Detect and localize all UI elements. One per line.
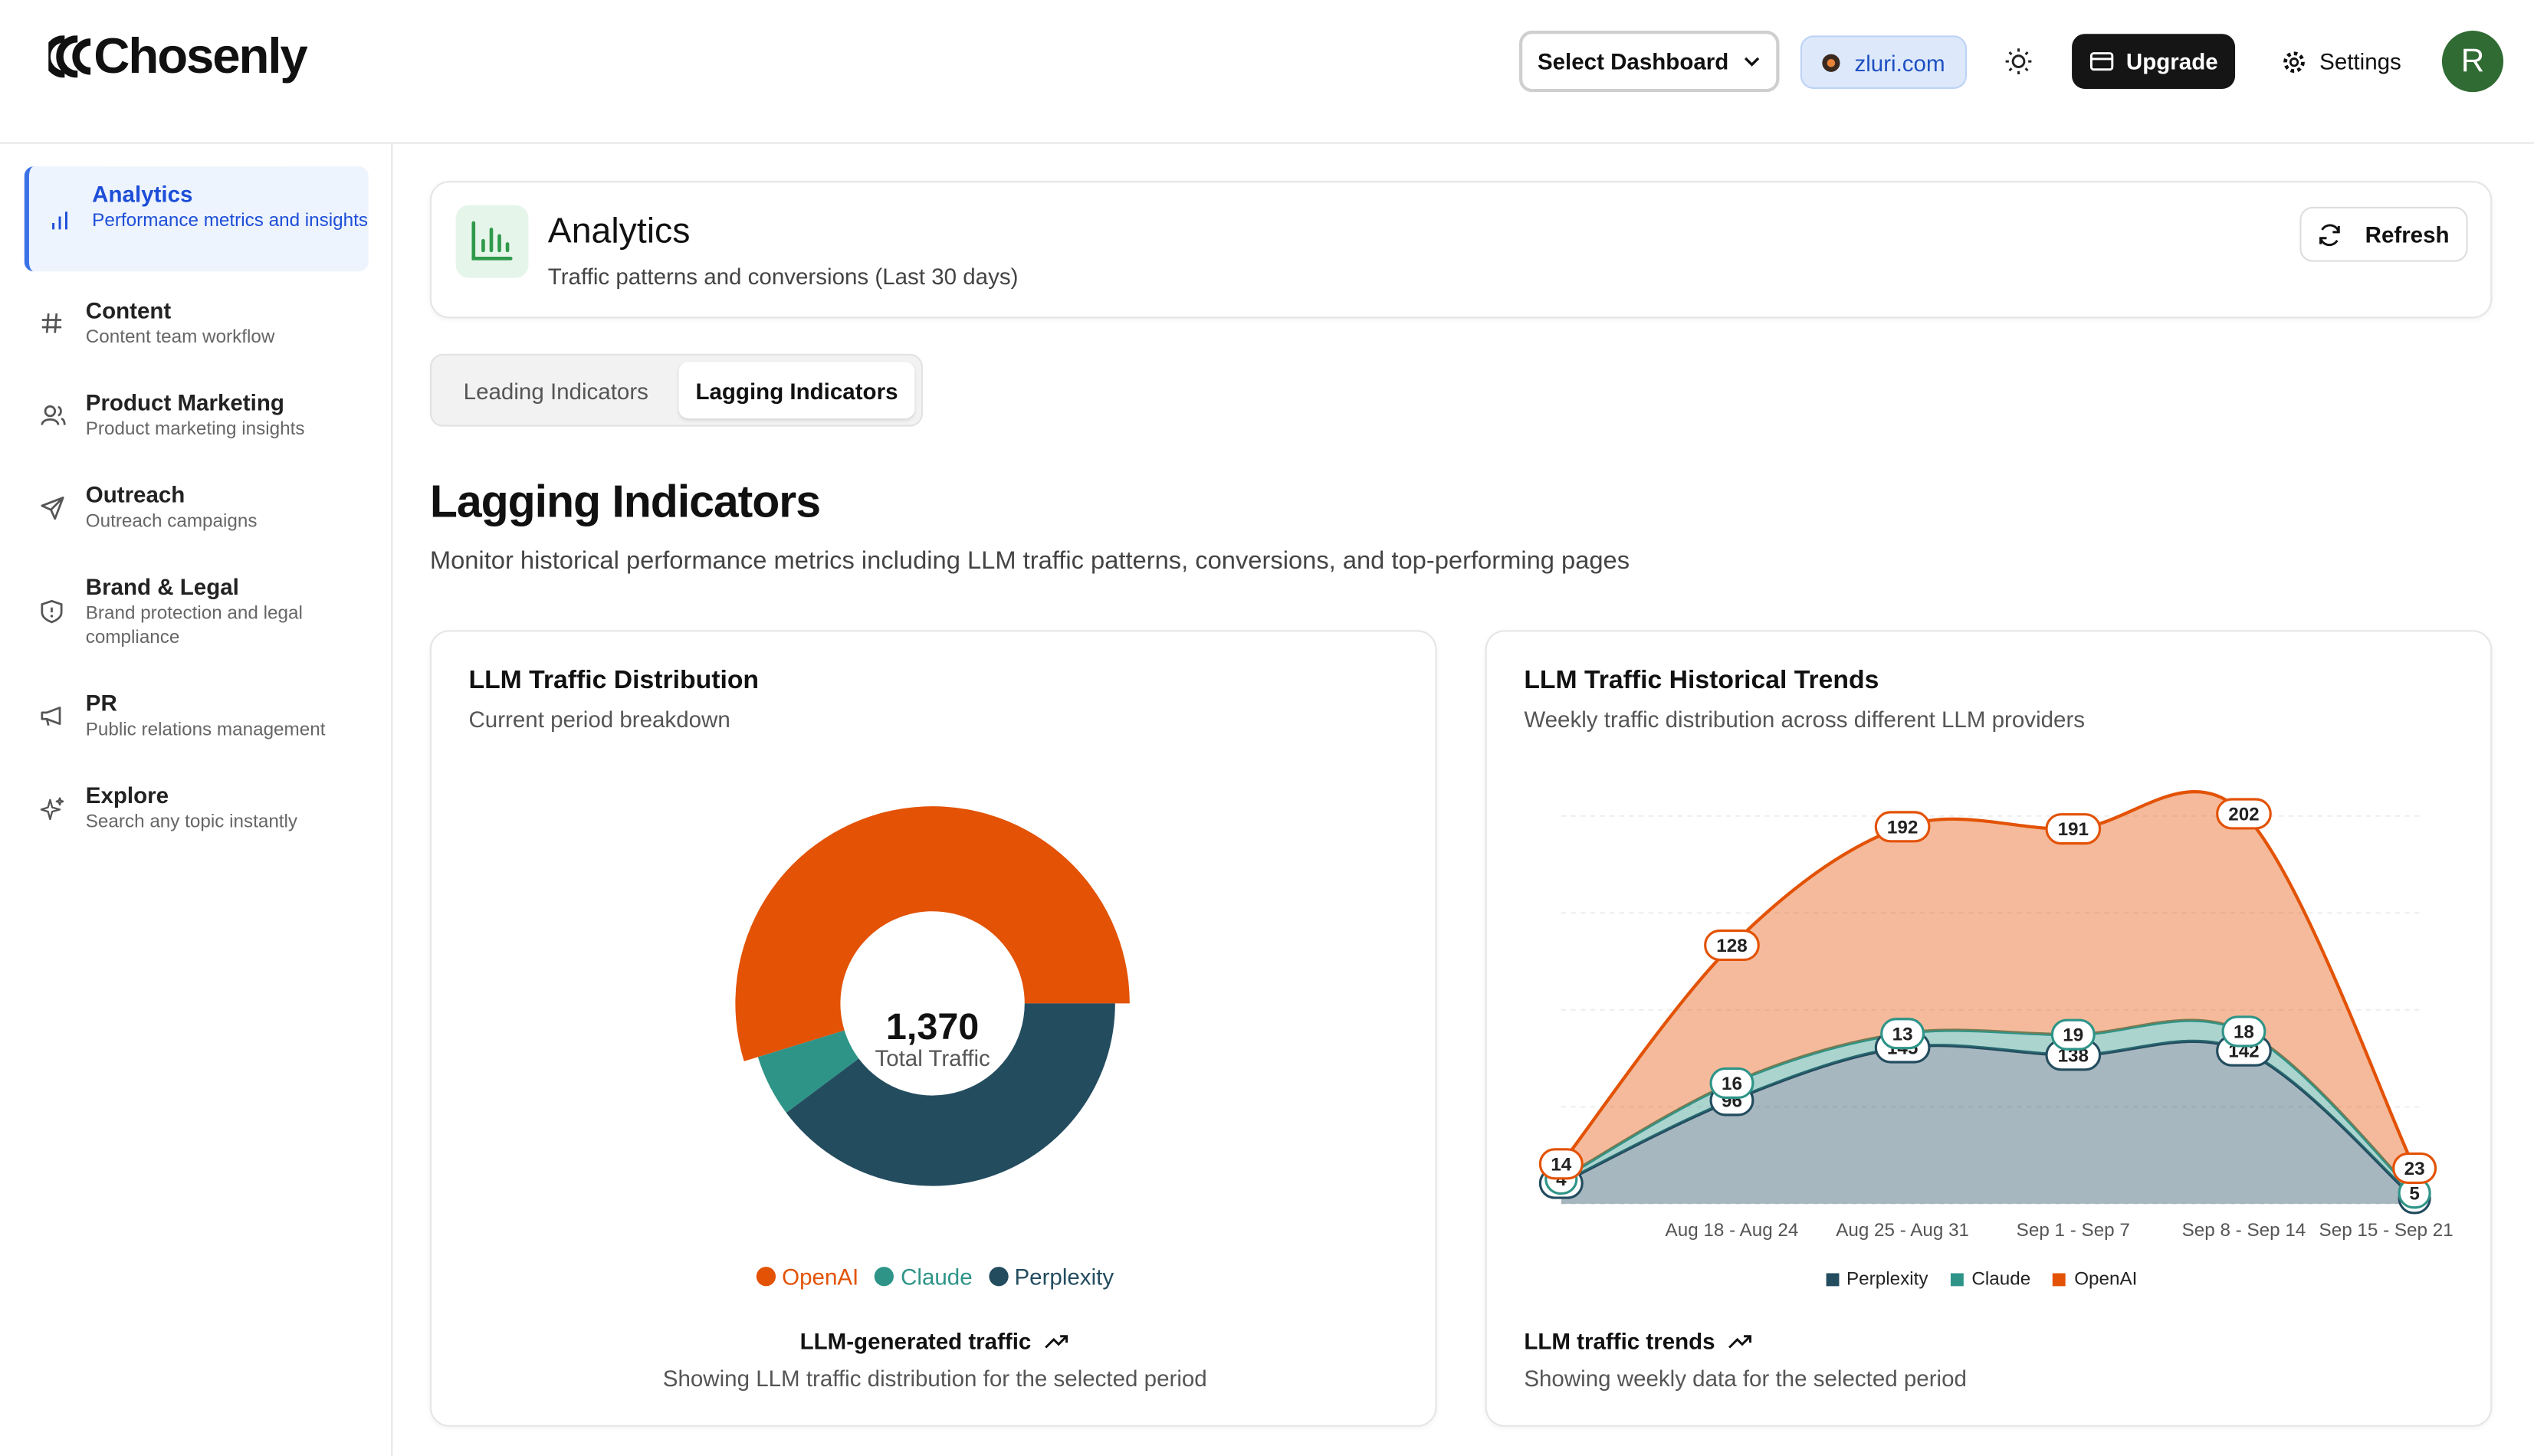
nav-subtitle: Outreach campaigns [85,512,258,532]
trend-icon [1045,1335,1068,1349]
nav-title: Product Marketing [85,389,284,415]
nav-title: Content [85,297,172,323]
chart-footer: LLM-generated traffic [432,1328,1439,1354]
footer-title: LLM-generated traffic [799,1328,1032,1354]
logo-icon [48,35,91,78]
chart-card: LLM Traffic Distribution Current period … [429,630,1439,1427]
nav-icon [40,797,64,821]
nav-item[interactable]: Explore Search any topic instantly [25,782,369,836]
nav-item[interactable]: Analytics Performance metrics and insigh… [24,166,369,272]
refresh-icon [2319,223,2341,245]
logo-text: Chosenly [94,27,307,84]
tab[interactable]: Leading Indicators [463,377,648,404]
legend-label: Claude [1971,1270,2031,1290]
settings-button[interactable]: Settings [2270,34,2413,89]
chart-icon [471,221,513,261]
nav-icon [41,707,61,726]
chart-card: LLM Traffic Historical Trends Weekly tra… [1485,630,2493,1427]
legend: Perplexity Claude OpenAI [1487,1267,2476,1293]
tabs: Leading Indicators Lagging Indicators [429,353,923,427]
nav-item[interactable]: Outreach Outreach campaigns [25,481,369,535]
settings-label: Settings [2319,48,2401,74]
chart-title: LLM Traffic Historical Trends [1524,667,1879,695]
tab-active[interactable]: Lagging Indicators [678,362,915,419]
refresh-button[interactable]: Refresh [2299,206,2468,262]
legend-item: OpenAI [756,1264,858,1290]
nav-icon [52,212,67,230]
section-description: Monitor historical performance metrics i… [429,547,1630,576]
card-icon [2089,52,2113,71]
nav-subtitle: Product marketing insights [85,420,305,440]
nav-icon [41,599,63,624]
nav-item[interactable]: Product Marketing Product marketing insi… [25,389,369,443]
legend-label: OpenAI [782,1263,859,1290]
legend: OpenAI Claude Perplexity [432,1261,1439,1293]
nav-title: Explore [85,782,169,808]
select-dashboard-label: Select Dashboard [1537,48,1729,74]
avatar[interactable]: R [2441,31,2504,93]
nav-title: PR [85,690,117,717]
legend-item: OpenAI [2053,1270,2138,1290]
nav-subtitle: Performance metrics and insights [92,212,369,231]
legend-label: OpenAI [2074,1270,2138,1290]
domain-icon [1823,53,1841,71]
nav-icon [41,497,64,520]
footer-title: LLM traffic trends [1524,1328,1715,1354]
upgrade-button[interactable]: Upgrade [2072,34,2236,89]
legend-swatch [1950,1273,1964,1287]
nav-item[interactable]: PR Public relations management [25,690,369,743]
footer-text: Showing weekly data for the selected per… [1524,1365,1967,1392]
legend-label: Perplexity [1846,1270,1928,1290]
nav-title: Analytics [92,181,193,207]
avatar-letter: R [2460,42,2485,79]
refresh-label: Refresh [2365,221,2450,248]
legend-item: Claude [875,1263,973,1290]
page-icon [455,205,529,278]
legend-swatch [1825,1273,1839,1287]
nav-item[interactable]: Brand & Legal Brand protection and legal… [25,574,369,651]
legend-label: Claude [901,1263,973,1290]
legend-swatch [2053,1273,2066,1287]
nav-icon [41,405,66,425]
gear-icon [2283,51,2306,72]
chart-footer: LLM traffic trends [1524,1328,1754,1354]
nav-subtitle: Public relations management [85,720,326,740]
page-header-card: Analytics Traffic patterns and conversio… [429,181,2493,319]
nav-subtitle: Search any topic instantly [85,812,298,832]
upgrade-label: Upgrade [2125,48,2218,74]
page-title: Analytics [547,210,691,251]
chevron [1744,57,1759,67]
nav-title: Outreach [85,481,185,508]
legend-swatch [988,1267,1009,1287]
nav-item[interactable]: Content Content team workflow [25,297,369,351]
domain-label: zluri.com [1854,49,1945,76]
legend-label: Perplexity [1014,1263,1114,1290]
domain-pill[interactable]: zluri.com [1800,35,1968,89]
header: Chosenly Select Dashboard zluri.com Upgr… [0,0,2534,144]
footer-text: Showing LLM traffic distribution for the… [662,1365,1207,1392]
sidebar: Analytics Performance metrics and insigh… [0,143,393,1456]
logo[interactable]: Chosenly [48,27,308,86]
theme-toggle[interactable] [2004,47,2033,76]
legend-swatch [756,1267,776,1287]
legend-item: Claude [1950,1270,2031,1290]
nav-title: Brand & Legal [85,573,239,600]
trend-icon [1728,1335,1752,1349]
chart-subtitle: Current period breakdown [468,706,730,733]
chart-subtitle: Weekly traffic distribution across diffe… [1524,706,2086,733]
nav-icon [41,313,62,333]
select-dashboard[interactable]: Select Dashboard [1518,31,1780,93]
nav-subtitle: Content team workflow [85,328,275,348]
nav-subtitle: Brand protection and legal compliance [85,604,303,648]
legend-item: Perplexity [988,1263,1114,1290]
page-subtitle: Traffic patterns and conversions (Last 3… [547,263,1019,290]
legend-swatch [875,1267,894,1287]
section-heading: Lagging Indicators [429,477,821,527]
chart-title: LLM Traffic Distribution [468,667,760,695]
legend-item: Perplexity [1825,1270,1928,1290]
